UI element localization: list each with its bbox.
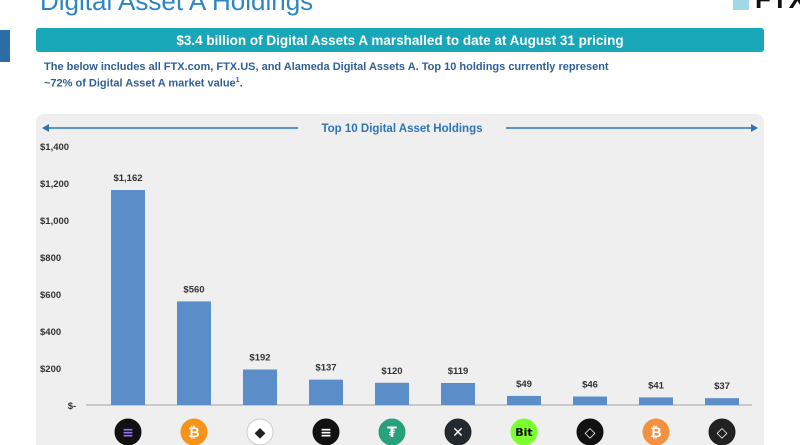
bitcoin-icon-glyph: ₿ (188, 425, 199, 441)
bar (639, 397, 673, 405)
page-title: Digital Asset A Holdings (40, 0, 314, 16)
bar-value-label: $1,162 (113, 173, 142, 184)
xrp-icon-glyph: ✕ (452, 425, 464, 441)
left-accent-bar (0, 30, 10, 62)
bar (441, 382, 475, 405)
wrapped-ether-icon (708, 418, 736, 445)
near-icon-glyph: ◇ (585, 425, 596, 441)
y-tick-label: $600 (40, 290, 61, 301)
bar (375, 382, 409, 405)
description-line-1: The below includes all FTX.com, FTX.US, … (44, 61, 609, 73)
bar-value-label: $192 (249, 352, 270, 363)
bar-value-label: $49 (516, 379, 532, 390)
bitdao-icon (510, 418, 538, 445)
bitcoin-icon (180, 418, 208, 445)
xrp-icon (444, 418, 472, 445)
bar-value-label: $120 (381, 366, 402, 377)
tether-icon (378, 418, 406, 445)
bar-value-label: $41 (648, 380, 665, 391)
description-line-2: ~72% of Digital Asset A market value (44, 77, 236, 90)
summary-banner-text: $3.4 billion of Digital Assets A marshal… (176, 32, 624, 48)
y-tick-label: $1,000 (40, 216, 69, 227)
y-tick-label: $400 (40, 327, 61, 338)
ftx-logo: FTX (755, 0, 800, 15)
bitdao-icon-glyph: Bit (515, 426, 532, 439)
summary-banner: $3.4 billion of Digital Assets A marshal… (36, 28, 764, 52)
solana-icon-glyph: ≡ (122, 425, 134, 441)
bar (705, 398, 739, 405)
bar-value-label: $119 (448, 366, 469, 377)
near-icon (576, 418, 604, 445)
bar (309, 379, 343, 405)
chart-panel: Top 10 Digital Asset Holdings $- $200 $400 $… (36, 114, 764, 445)
y-tick-label: $800 (40, 253, 61, 264)
bar-value-label: $46 (582, 379, 598, 390)
aptos-icon (312, 418, 340, 445)
bar (243, 369, 277, 405)
bar (507, 395, 541, 405)
description-text: The below includes all FTX.com, FTX.US, … (44, 60, 764, 91)
y-tick-label: $- (68, 401, 76, 412)
ethereum-icon-glyph: ◆ (255, 425, 266, 441)
ethereum-icon (246, 418, 274, 445)
y-tick-label: $200 (40, 364, 61, 375)
wrapped-ether-icon-glyph: ◇ (717, 425, 728, 441)
footnote-ref: 1 (235, 77, 240, 84)
wrapped-bitcoin-icon-glyph: ₿ (650, 425, 661, 441)
aptos-icon-glyph: ≡ (320, 425, 332, 441)
bar (573, 396, 607, 405)
logo-accent-bar (733, 0, 749, 10)
bar (177, 301, 211, 405)
title-arrow-left-head (42, 124, 49, 132)
bar (111, 190, 145, 405)
bar-value-label: $137 (315, 363, 336, 374)
tether-icon-glyph: ₮ (387, 425, 397, 441)
y-tick-label: $1,200 (40, 179, 69, 190)
bar-value-label: $37 (714, 381, 730, 392)
wrapped-bitcoin-icon (642, 418, 670, 445)
description-period: . (239, 77, 243, 90)
holdings-bar-chart: Top 10 Digital Asset Holdings $- $200 $400 $… (40, 123, 758, 445)
title-arrow-right-head (751, 124, 758, 132)
solana-icon (114, 418, 142, 445)
bar-value-label: $560 (183, 284, 204, 295)
y-tick-label: $1,400 (40, 142, 69, 153)
chart-title: Top 10 Digital Asset Holdings (321, 123, 482, 135)
